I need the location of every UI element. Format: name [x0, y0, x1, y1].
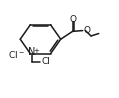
- Text: Cl: Cl: [41, 57, 50, 66]
- Text: N: N: [28, 47, 36, 57]
- Text: Cl$^-$: Cl$^-$: [8, 49, 24, 60]
- Text: +: +: [33, 48, 39, 54]
- Text: O: O: [84, 26, 91, 35]
- Text: O: O: [70, 15, 77, 24]
